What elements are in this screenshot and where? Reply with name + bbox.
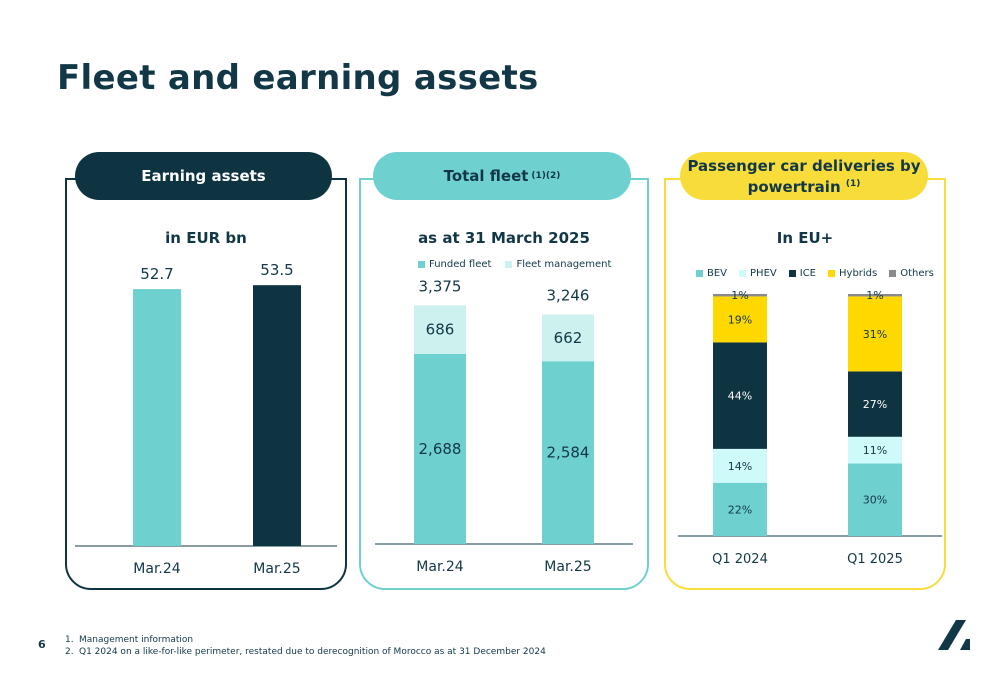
earning-assets-header: Earning assets — [75, 152, 332, 200]
legend-label-bev: BEV — [707, 268, 728, 279]
total-fleet-legend: Funded fleet Fleet management — [418, 259, 611, 270]
bar-total-label: 3,246 — [547, 286, 590, 304]
x-tick-label: Q1 2024 — [712, 552, 768, 567]
legend-label-hybrids: Hybrids — [839, 268, 878, 279]
deliveries-header: Passenger car deliveries by powertrain (… — [680, 152, 928, 200]
legend-label-fleet-management: Fleet management — [516, 259, 612, 270]
bar-segment — [414, 305, 466, 354]
earning-assets-subtitle: in EUR bn — [165, 229, 247, 247]
segment-label: 662 — [554, 329, 583, 347]
segment-label: 2,688 — [419, 440, 462, 458]
legend-label-ice: ICE — [799, 268, 816, 279]
segment-label: 1% — [866, 289, 883, 302]
segment-label: 27% — [863, 398, 887, 411]
bar-segment — [848, 463, 902, 536]
bar-segment — [713, 296, 767, 343]
legend-swatch-ice — [788, 270, 796, 277]
legend-swatch-hybrids — [828, 270, 835, 277]
page-title: Fleet and earning assets — [57, 58, 539, 98]
footnote-1-num: 1. — [65, 635, 74, 645]
deliveries-subtitle: In EU+ — [776, 229, 834, 247]
segment-label: 686 — [426, 321, 455, 339]
x-tick-label: Mar.25 — [544, 559, 591, 575]
segment-label: 31% — [863, 328, 887, 341]
bar-segment — [848, 436, 902, 464]
legend-swatch-funded-fleet — [418, 261, 425, 268]
bar-segment — [848, 371, 902, 437]
bar — [133, 289, 181, 546]
total-fleet-subtitle: as at 31 March 2025 — [418, 229, 590, 247]
segment-label: 2,584 — [547, 444, 590, 462]
total-fleet-header-label: Total fleet — [443, 167, 529, 185]
bar-value-label: 53.5 — [260, 261, 293, 279]
footnote-2: 2. Q1 2024 on a like-for-like perimeter, … — [65, 646, 546, 658]
earning-assets-header-label: Earning assets — [141, 167, 266, 185]
legend-swatch-fleet-management — [505, 261, 513, 268]
bar-segment — [542, 361, 594, 544]
segment-label: 44% — [728, 390, 752, 403]
legend-item-ice: ICE — [788, 268, 816, 279]
total-fleet-header-footnote: (1)(2) — [531, 171, 561, 181]
legend-item-funded-fleet: Funded fleet — [418, 259, 491, 270]
legend-label-others: Others — [900, 268, 934, 279]
segment-label: 22% — [728, 503, 752, 516]
deliveries-chart: 22% 14% 44% 19% 1% Q1 2024 30% 11% 27% 31% 1% Q1 20… — [678, 289, 942, 567]
bar-total-label: 3,375 — [419, 277, 462, 295]
total-fleet-chart: 2,688 686 3,375 Mar.24 2,584 662 3,246 Mar.25 — [375, 277, 633, 575]
bar — [253, 285, 301, 546]
deliveries-header-line1: Passenger car deliveries by — [687, 156, 921, 175]
deliveries-legend: BEV PHEV ICE Hybrids Others — [696, 268, 934, 279]
legend-item-bev: BEV — [696, 268, 727, 279]
x-tick-label: Mar.25 — [253, 561, 300, 577]
footnote-1-text: Management information — [79, 635, 194, 645]
earning-assets-chart: 52.7 Mar.24 53.5 Mar.25 — [75, 261, 337, 577]
legend-item-phev: PHEV — [739, 268, 777, 279]
total-fleet-header: Total fleet (1)(2) — [373, 152, 631, 200]
legend-item-others: Others — [889, 268, 934, 279]
bar-segment — [848, 294, 902, 297]
bar-segment — [848, 296, 902, 372]
bar-segment — [713, 448, 767, 483]
bar-value-label: 52.7 — [140, 265, 173, 283]
company-logo — [938, 620, 970, 650]
x-tick-label: Mar.24 — [416, 559, 463, 575]
bar-segment — [713, 294, 767, 297]
deliveries-header-footnote: (1) — [845, 178, 861, 189]
legend-swatch-bev — [696, 270, 703, 277]
legend-item-hybrids: Hybrids — [828, 268, 877, 279]
bar-segment — [542, 314, 594, 362]
footnotes: 1. Management information 2. Q1 2024 on a … — [65, 634, 546, 658]
x-tick-label: Q1 2025 — [847, 552, 903, 567]
footnote-1: 1. Management information — [65, 634, 546, 646]
segment-label: 19% — [728, 313, 752, 326]
x-tick-label: Mar.24 — [133, 561, 180, 577]
segment-label: 14% — [728, 460, 752, 473]
footnote-2-text: Q1 2024 on a like-for-like perimeter, re… — [79, 647, 546, 657]
segment-label: 11% — [863, 444, 887, 457]
legend-swatch-phev — [739, 270, 747, 277]
legend-label-phev: PHEV — [750, 268, 777, 279]
segment-label: 1% — [731, 289, 748, 302]
segment-label: 30% — [863, 494, 887, 507]
bar-segment — [713, 342, 767, 449]
page-number: 6 — [38, 638, 46, 651]
legend-swatch-others — [889, 270, 897, 277]
footnote-2-num: 2. — [65, 647, 74, 657]
bar-segment — [713, 482, 767, 536]
bar-segment — [414, 353, 466, 544]
legend-label-funded-fleet: Funded fleet — [429, 259, 492, 270]
deliveries-header-line2: powertrain — [747, 177, 841, 196]
legend-item-fleet-management: Fleet management — [505, 259, 611, 270]
deliveries-header-line2-wrap: powertrain (1) — [748, 175, 861, 196]
